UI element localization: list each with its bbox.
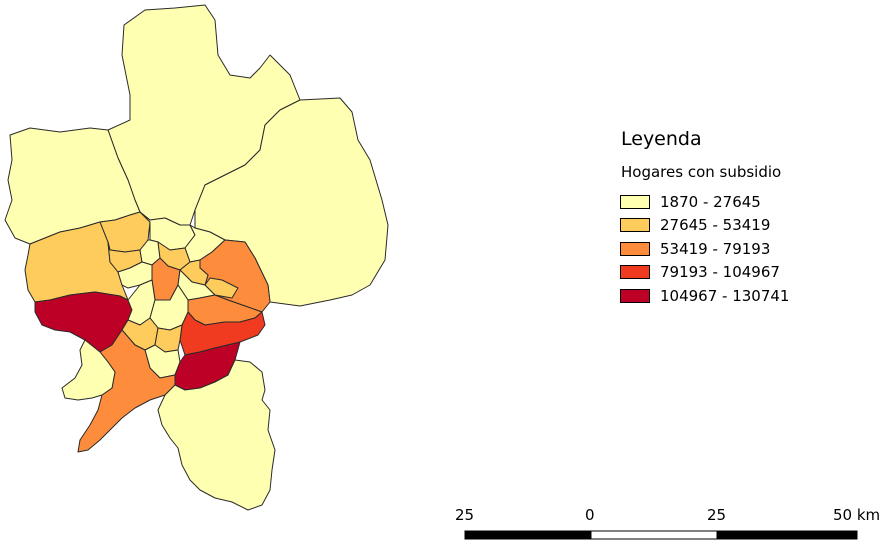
legend-swatch <box>620 241 650 256</box>
scale-bar-segment-2 <box>590 530 718 540</box>
legend-item-label: 104967 - 130741 <box>660 286 790 305</box>
legend-item: 79193 - 104967 <box>620 261 789 285</box>
scale-label: 25 <box>707 506 727 524</box>
legend-item-label: 27645 - 53419 <box>660 216 771 235</box>
map-legend: Leyenda Hogares con subsidio 1870 - 2764… <box>620 128 789 308</box>
scale-label: 50 km <box>833 506 881 524</box>
map-region-southeast-red <box>179 311 266 356</box>
legend-swatch <box>620 194 650 209</box>
scale-bar-segment-1 <box>464 530 592 540</box>
legend-swatch <box>620 288 650 303</box>
legend-subtitle: Hogares con subsidio <box>621 163 782 181</box>
legend-item: 1870 - 27645 <box>620 190 789 214</box>
scale-bar <box>464 530 858 540</box>
scale-bar-segment-3 <box>716 530 858 540</box>
map-region-south <box>157 359 276 511</box>
legend-item: 53419 - 79193 <box>620 237 789 261</box>
legend-item: 104967 - 130741 <box>620 284 789 308</box>
map-region-west-small <box>61 339 116 401</box>
legend-item: 27645 - 53419 <box>620 214 789 238</box>
legend-swatch <box>620 218 650 233</box>
scale-label: 25 <box>455 506 475 524</box>
legend-title: Leyenda <box>621 128 702 150</box>
legend-swatch <box>620 265 650 280</box>
legend-item-label: 79193 - 104967 <box>660 263 780 282</box>
scale-label: 0 <box>585 506 595 524</box>
legend-item-label: 1870 - 27645 <box>660 192 761 211</box>
legend-item-label: 53419 - 79193 <box>660 239 771 258</box>
